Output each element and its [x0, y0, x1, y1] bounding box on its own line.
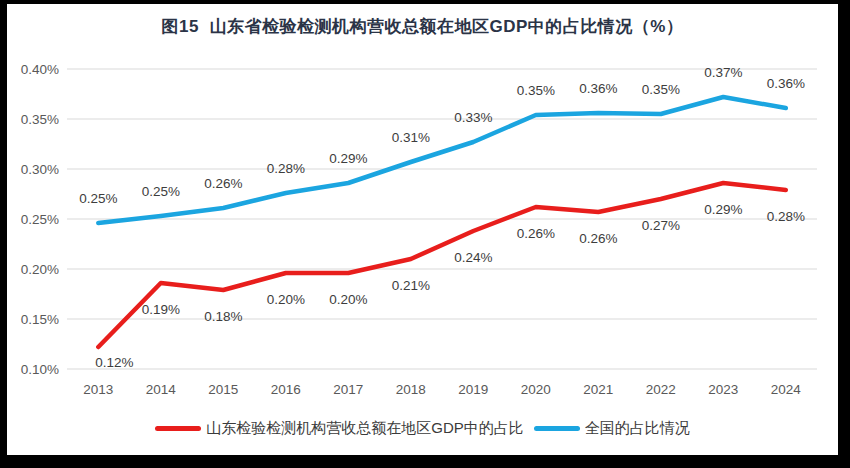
y-tick-label: 0.20%	[21, 262, 59, 277]
series-line-national	[98, 97, 786, 223]
data-label: 0.37%	[704, 65, 742, 80]
y-tick-label: 0.35%	[21, 112, 59, 127]
x-tick-label: 2020	[521, 382, 551, 397]
data-label: 0.31%	[392, 130, 430, 145]
legend-line-swatch-red	[155, 426, 201, 431]
x-tick-label: 2024	[771, 382, 802, 397]
data-label: 0.26%	[579, 231, 617, 246]
data-label: 0.35%	[642, 82, 680, 97]
series-line-shandong	[98, 183, 786, 347]
x-tick-label: 2023	[708, 382, 738, 397]
y-tick-label: 0.10%	[21, 362, 59, 377]
data-label: 0.33%	[454, 110, 492, 125]
data-label: 0.18%	[204, 309, 242, 324]
data-label: 0.28%	[267, 161, 305, 176]
data-label: 0.36%	[767, 76, 805, 91]
x-tick-label: 2019	[458, 382, 488, 397]
data-label: 0.26%	[517, 226, 555, 241]
data-label: 0.20%	[267, 292, 305, 307]
y-tick-label: 0.40%	[21, 62, 59, 77]
chart-legend: 山东检验检测机构营收总额在地区GDP中的占比 全国的占比情况	[7, 418, 838, 438]
x-tick-label: 2013	[83, 382, 113, 397]
x-tick-label: 2022	[646, 382, 676, 397]
line-chart: 0.40% 0.35% 0.30% 0.25% 0.20% 0.15% 0.10% 2013 2…	[7, 4, 838, 455]
data-label: 0.24%	[454, 250, 492, 265]
data-label: 0.26%	[204, 176, 242, 191]
legend-line-swatch-blue	[534, 426, 580, 431]
x-tick-label: 2021	[583, 382, 613, 397]
data-label: 0.20%	[329, 292, 367, 307]
data-label: 0.19%	[142, 302, 180, 317]
data-label: 0.29%	[704, 202, 742, 217]
data-label: 0.29%	[329, 151, 367, 166]
x-tick-label: 2017	[333, 382, 363, 397]
legend-item-national: 全国的占比情况	[534, 419, 690, 438]
data-label: 0.25%	[79, 191, 117, 206]
legend-label-shandong: 山东检验检测机构营收总额在地区GDP中的占比	[206, 419, 524, 438]
data-label: 0.21%	[392, 278, 430, 293]
data-label: 0.36%	[579, 81, 617, 96]
data-label: 0.35%	[517, 83, 555, 98]
legend-item-shandong: 山东检验检测机构营收总额在地区GDP中的占比	[155, 419, 524, 438]
x-tick-label: 2015	[208, 382, 238, 397]
legend-label-national: 全国的占比情况	[585, 419, 690, 438]
y-tick-label: 0.30%	[21, 162, 59, 177]
y-tick-label: 0.15%	[21, 312, 59, 327]
x-tick-label: 2014	[146, 382, 177, 397]
data-label: 0.27%	[642, 218, 680, 233]
x-tick-label: 2018	[396, 382, 426, 397]
data-label: 0.12%	[95, 355, 133, 370]
y-tick-label: 0.25%	[21, 212, 59, 227]
figure-frame: 图15 山东省检验检测机构营收总额在地区GDP中的占比情况（%） 0.40%0.…	[0, 0, 850, 468]
x-tick-label: 2016	[271, 382, 301, 397]
data-label: 0.28%	[767, 209, 805, 224]
chart-canvas: 图15 山东省检验检测机构营收总额在地区GDP中的占比情况（%） 0.40%0.…	[7, 4, 838, 455]
data-label: 0.25%	[142, 184, 180, 199]
